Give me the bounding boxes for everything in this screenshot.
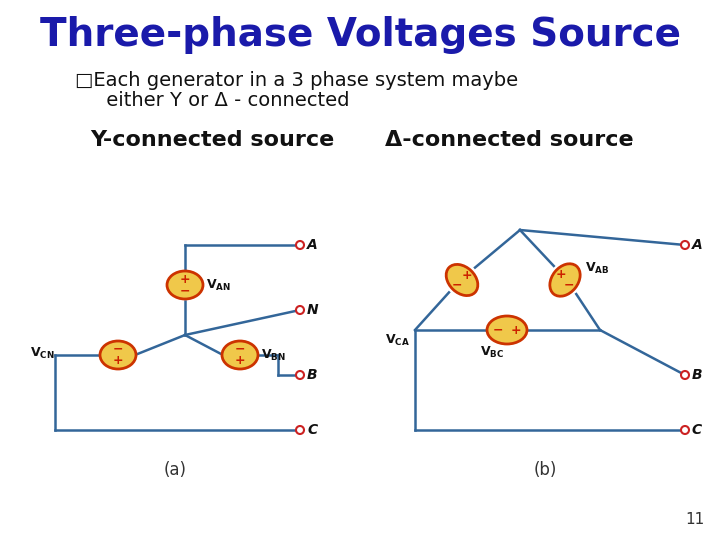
Text: Three-phase Voltages Source: Three-phase Voltages Source [40,16,680,54]
Text: Y-connected source: Y-connected source [90,130,334,150]
Text: $\mathbf{V}_{\mathbf{AB}}$: $\mathbf{V}_{\mathbf{AB}}$ [585,260,610,275]
Text: −: − [180,285,190,298]
Ellipse shape [550,264,580,296]
Text: +: + [510,323,521,336]
Text: Δ-connected source: Δ-connected source [385,130,634,150]
Circle shape [681,426,689,434]
Text: $\mathbf{V}_{\mathbf{CN}}$: $\mathbf{V}_{\mathbf{CN}}$ [30,346,55,361]
Text: −: − [564,279,575,292]
Circle shape [681,371,689,379]
Text: C: C [307,423,317,437]
Text: B: B [692,368,703,382]
Text: $\mathbf{V}_{\mathbf{AN}}$: $\mathbf{V}_{\mathbf{AN}}$ [206,278,231,293]
Circle shape [296,241,304,249]
Text: 11: 11 [685,512,705,528]
Ellipse shape [446,265,478,295]
Text: −: − [113,342,123,356]
Text: (b): (b) [534,461,557,479]
Text: $\mathbf{V}_{\mathbf{BN}}$: $\mathbf{V}_{\mathbf{BN}}$ [261,347,286,362]
Circle shape [296,306,304,314]
Text: +: + [235,354,246,367]
Text: +: + [113,354,123,367]
Ellipse shape [222,341,258,369]
Ellipse shape [167,271,203,299]
Text: $\mathbf{V}_{\mathbf{CA}}$: $\mathbf{V}_{\mathbf{CA}}$ [385,333,410,348]
Text: N: N [307,303,319,317]
Text: −: − [451,278,462,291]
Text: A: A [307,238,318,252]
Text: B: B [307,368,318,382]
Ellipse shape [487,316,527,344]
Text: +: + [555,268,566,281]
Circle shape [296,371,304,379]
Text: (a): (a) [163,461,186,479]
Ellipse shape [100,341,136,369]
Text: C: C [692,423,702,437]
Text: A: A [692,238,703,252]
Circle shape [296,426,304,434]
Text: +: + [180,273,190,286]
Text: −: − [492,323,503,336]
Text: −: − [235,342,246,356]
Text: either Y or Δ - connected: either Y or Δ - connected [75,91,349,110]
Text: +: + [462,269,472,282]
Text: $\mathbf{V}_{\mathbf{BC}}$: $\mathbf{V}_{\mathbf{BC}}$ [480,345,504,360]
Text: □Each generator in a 3 phase system maybe: □Each generator in a 3 phase system mayb… [75,71,518,90]
Circle shape [681,241,689,249]
